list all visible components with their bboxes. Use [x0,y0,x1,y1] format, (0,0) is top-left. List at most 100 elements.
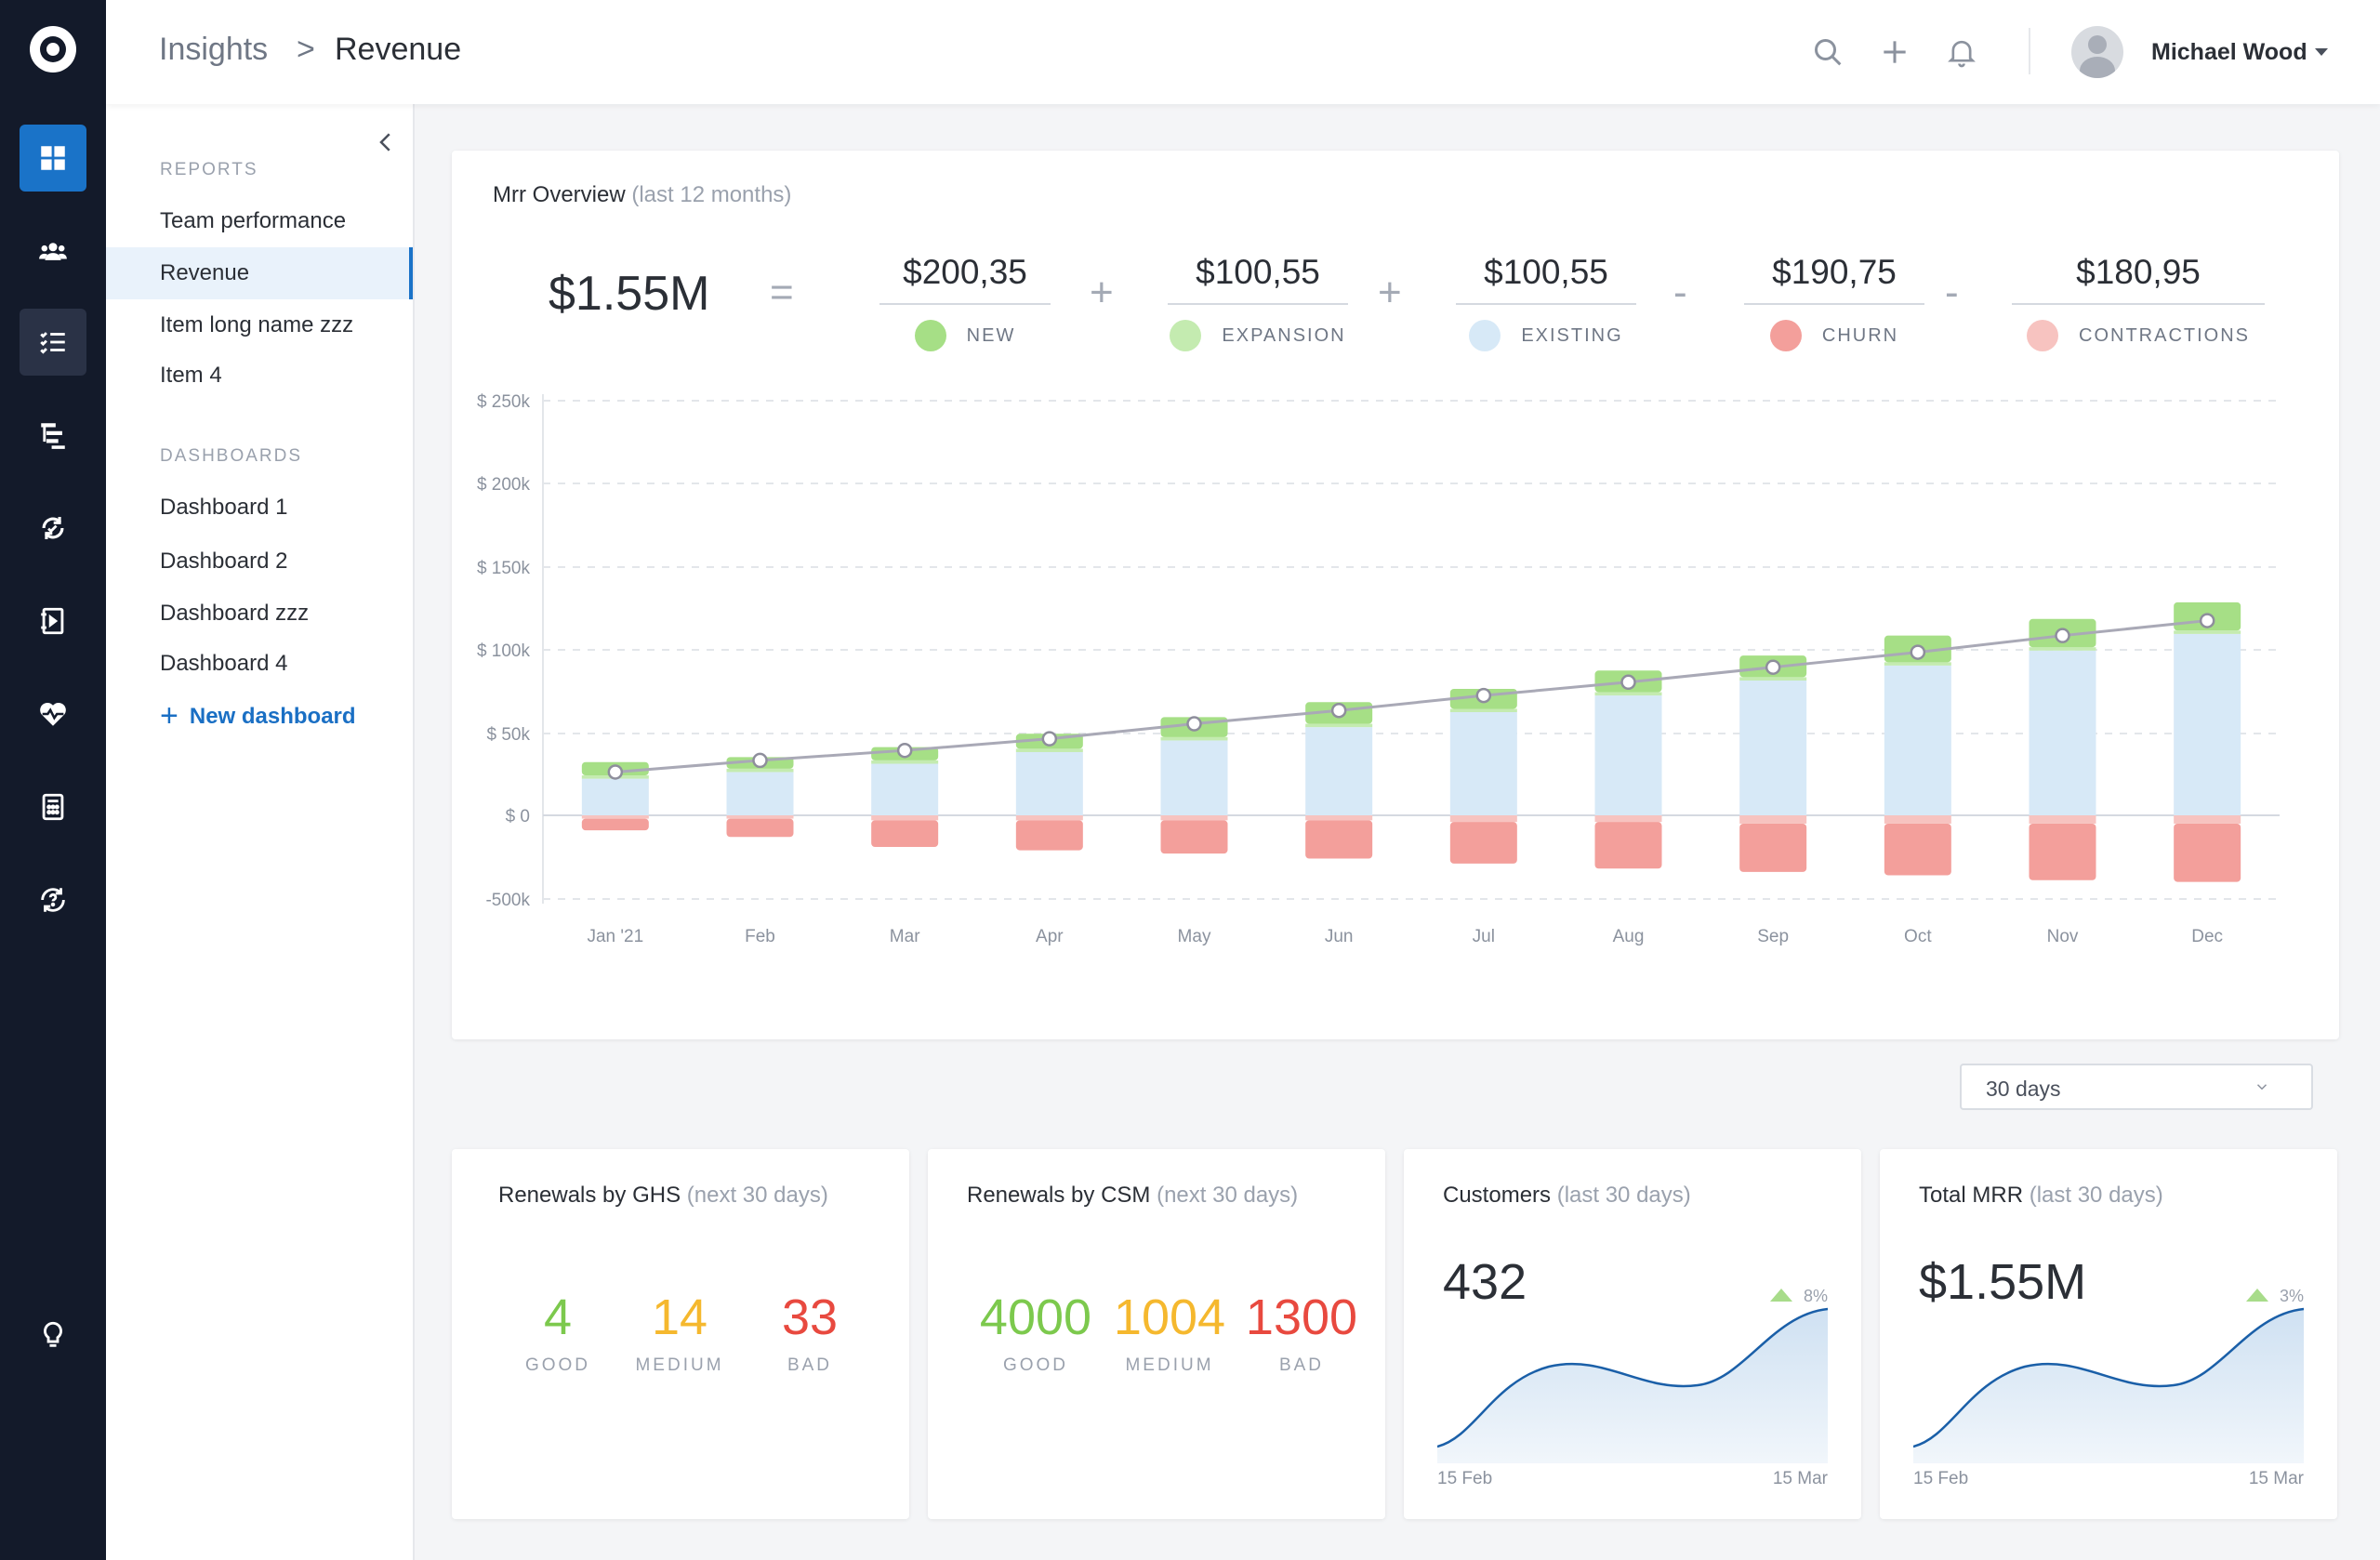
mrr-stacked-bar-chart: $ 250k $ 200k $ 150k $ 100k $ 50k $ 0 -500k Jan… [477,392,2280,946]
mrr-total: $1.55M [549,267,710,321]
hierarchy-icon[interactable] [20,402,86,469]
bar-contractions [1160,815,1228,821]
add-icon[interactable] [1876,33,1913,71]
breadcrumb-current: Revenue [335,32,462,67]
bar-churn [1160,820,1228,854]
ghs-bad-label: BAD [787,1355,833,1375]
calculator-icon[interactable] [20,773,86,840]
bar-contractions [871,815,939,821]
breadcrumb-separator: > [297,32,315,67]
renewals-csm-title: Renewals by CSM (next 30 days) [967,1183,1298,1209]
playbook-icon[interactable] [20,588,86,654]
new-dashboard-label: New dashboard [189,704,356,729]
customers-title-sub: (last 30 days) [1556,1183,1691,1208]
sidebar-item-4[interactable]: Item 4 [160,363,222,388]
customers-sparkline-area [1437,1309,1828,1463]
new-dashboard-button[interactable]: + New dashboard [160,695,356,734]
bar-churn [1015,820,1083,851]
user-avatar[interactable] [2071,26,2123,78]
renewals-ghs-title-sub: (next 30 days) [686,1183,828,1208]
mrr-title-sub: (last 12 months) [631,182,792,207]
health-heart-icon[interactable] [20,681,86,747]
renewals-csm-title-text: Renewals by CSM [967,1183,1151,1208]
legend-churn-label: CHURN [1821,324,1899,346]
mrr-trend-point [2199,613,2215,628]
bar-expansion [1305,723,1373,728]
bar-churn [871,820,939,848]
x-tick-label: Nov [2047,927,2079,946]
mrr-trend-point [1330,702,1347,719]
search-icon[interactable] [1809,33,1846,71]
bar-existing [2174,633,2241,815]
legend-existing-dot [1469,320,1501,351]
sidebar-item-revenue[interactable]: Revenue [106,247,413,299]
bar-expansion [726,768,794,773]
total-mrr-value: $1.55M [1919,1254,2087,1310]
y-tick-label: $ 250k [477,392,531,412]
renewals-csm-title-sub: (next 30 days) [1157,1183,1299,1208]
user-name[interactable]: Michael Wood [2151,39,2307,65]
bar-expansion [1594,692,1662,696]
legend-churn-dot [1769,320,1802,351]
people-icon[interactable] [20,218,86,284]
x-tick-label: Aug [1613,927,1645,946]
total-mrr-card: Total MRR (last 30 days) $1.55M 3% 15 Fe… [1880,1149,2337,1519]
dashboard-grid-icon[interactable] [20,125,86,192]
y-tick-label: $ 0 [506,807,530,826]
plus-icon: + [160,698,178,734]
sidebar-item-dashboard-zzz[interactable]: Dashboard zzz [160,601,310,626]
topbar-divider [2029,28,2030,74]
component-churn: $190,75 CHURN [1744,253,1924,351]
bar-expansion [2029,647,2096,651]
legend-existing-label: EXISTING [1521,324,1623,346]
breadcrumb-insights[interactable]: Insights [159,32,269,67]
x-tick-label: May [1178,927,1211,946]
mrr-overview-card: Mrr Overview (last 12 months) $1.55M = +… [452,151,2339,1039]
ghs-good-stat: 4 GOOD [506,1289,610,1376]
app-logo-icon[interactable] [30,26,76,73]
bar-churn [1594,822,1662,869]
total-mrr-title-text: Total MRR [1919,1183,2024,1208]
checklist-icon[interactable] [20,309,86,376]
y-tick-label: $ 200k [477,475,531,495]
customers-title: Customers (last 30 days) [1443,1183,1691,1209]
component-contractions: $180,95 CONTRACTIONS [2012,253,2265,351]
bar-expansion [1160,736,1228,741]
trend-up-icon [2245,1289,2268,1302]
customers-trend-value: 8% [1803,1287,1828,1305]
mrr-title: Mrr Overview [493,182,626,207]
legend-new-dot [914,320,946,351]
sidebar-item-team-performance[interactable]: Team performance [160,208,347,233]
csm-bad-stat: 1300 BAD [1236,1289,1367,1376]
minus-operator-1: - [1673,270,1687,315]
csm-good-value: 4000 [979,1289,1092,1345]
x-tick-label: Dec [2191,927,2223,946]
sidebar-item-long-name[interactable]: Item long name zzz [160,312,354,337]
bar-existing [1449,712,1517,815]
notification-bell-icon[interactable] [1943,33,1980,71]
top-bar: Insights > Revenue Michael Wood [106,0,2380,104]
component-contractions-value: $180,95 [2012,253,2265,305]
component-expansion-value: $100,55 [1168,253,1348,305]
bar-expansion [1449,708,1517,713]
lightbulb-icon[interactable] [20,1302,86,1368]
ghs-bad-value: 33 [781,1289,839,1345]
bar-churn [581,818,649,831]
sidebar-item-dashboard-2[interactable]: Dashboard 2 [160,549,288,574]
mrr-trend-point [607,764,624,780]
collapse-sidebar-icon[interactable] [372,128,400,156]
help-cycle-icon[interactable] [20,866,86,933]
component-new-value: $200,35 [879,253,1051,305]
bar-churn [1449,822,1517,864]
csm-good-label: GOOD [1002,1355,1069,1375]
y-tick-label: $ 50k [487,725,531,745]
user-menu-caret-icon[interactable] [2315,48,2328,56]
mrr-card-title: Mrr Overview (last 12 months) [493,182,791,208]
mrr-trend-line [615,619,2208,773]
bar-expansion [2174,630,2241,634]
sidebar-item-dashboard-4[interactable]: Dashboard 4 [160,651,288,676]
period-dropdown[interactable]: 30 days [1960,1064,2313,1110]
mrr-trend-point [1765,659,1781,675]
sidebar-item-dashboard-1[interactable]: Dashboard 1 [160,495,288,520]
sync-health-icon[interactable] [20,495,86,562]
